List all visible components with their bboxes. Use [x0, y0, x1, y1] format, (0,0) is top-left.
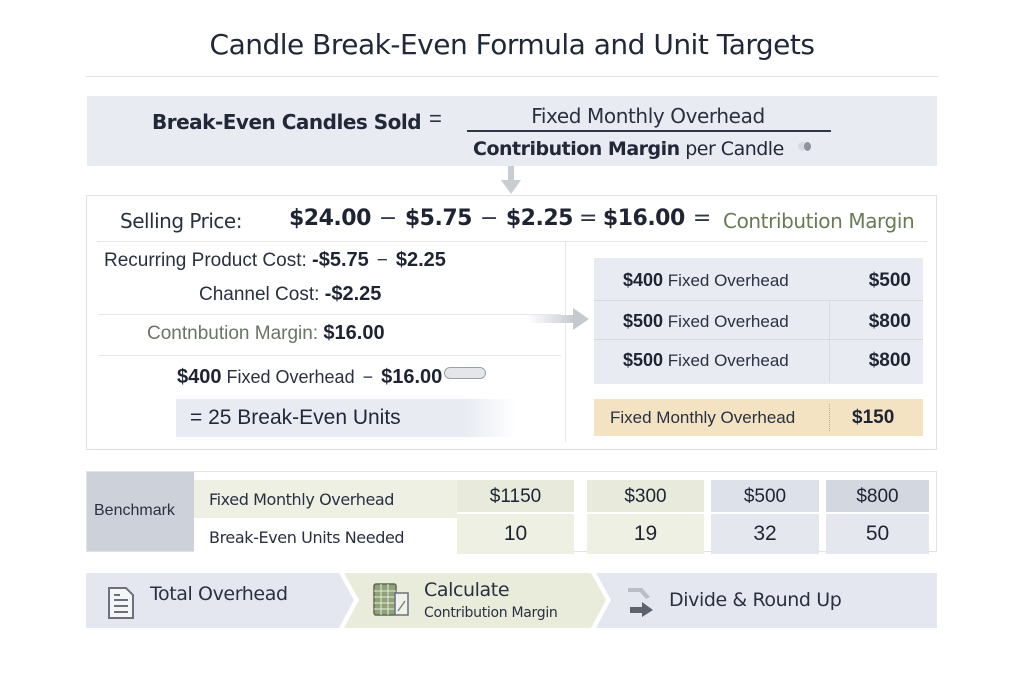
price-value: $24.00 — [289, 206, 371, 231]
channel-cost-value: -$2.25 — [324, 283, 382, 305]
benchmark-column: $800 50 — [826, 480, 929, 556]
fraction-bar — [467, 130, 831, 132]
margin-result: $16.00 — [602, 206, 685, 231]
overhead-label: Fixed Overhead — [226, 367, 355, 387]
divider — [99, 355, 561, 356]
selling-price-expression: $24.00− $5.75− $2.25 = $16.00 = — [289, 206, 719, 231]
divider — [99, 314, 561, 315]
row-label: Break-Even Units Needed — [209, 528, 405, 547]
spreadsheet-icon — [373, 583, 409, 616]
column-divider — [829, 300, 830, 382]
formula-denominator: Contribution Margin per Candle — [473, 138, 784, 160]
cost-value-2: $2.25 — [505, 206, 574, 231]
calculation-panel: Selling Price: $24.00− $5.75− $2.25 = $16.00… — [86, 195, 937, 450]
cost-value-1: $5.75 — [404, 206, 473, 231]
title-divider — [86, 76, 938, 77]
step-sublabel: Contribution Margin — [424, 605, 558, 621]
overhead-label: Fixed Overhead — [667, 312, 789, 331]
highlight-label: Fixed Monthly Overhead — [610, 408, 796, 427]
step-calculate-margin: Calculate Contribution Margin — [354, 573, 599, 628]
fixed-monthly-overhead-highlight: Fixed Monthly Overhead $150 — [594, 399, 923, 436]
column-divider — [565, 242, 566, 442]
highlight-value: $150 — [852, 407, 895, 428]
units-cell: 50 — [826, 514, 929, 554]
overhead-amount: $400 — [177, 366, 222, 388]
overhead-amount: $500 — [623, 311, 664, 331]
formula-equals: = — [429, 106, 442, 131]
minus-operator: − — [378, 206, 397, 231]
overhead-row: $400 Fixed Overhead $500 — [594, 260, 923, 300]
selling-price-label: Selling Price: — [120, 209, 242, 233]
contribution-margin-value: $16.00 — [323, 322, 385, 344]
denominator-bold: Contribution Margin — [473, 138, 680, 160]
divide-arrow-icon — [628, 588, 653, 617]
overhead-value: $500 — [868, 270, 911, 291]
benchmark-column: $300 19 — [587, 480, 704, 556]
page-title: Candle Break-Even Formula and Unit Targe… — [209, 28, 815, 61]
column-divider — [829, 404, 830, 431]
overhead-cell: $800 — [826, 480, 929, 512]
divider — [97, 241, 927, 242]
document-icon — [108, 587, 134, 619]
channel-cost-line: Channel Cost: -$2.25 — [199, 283, 381, 306]
overhead-label: Fixed Overhead — [667, 271, 789, 290]
overhead-row: $500 Fixed Overhead $800 — [594, 300, 923, 340]
channel-cost-label: Channel Cost: — [199, 284, 320, 305]
down-arrow-icon — [501, 166, 521, 194]
units-cell: 19 — [587, 514, 704, 554]
break-even-result: = 25 Break-Even Units — [176, 399, 516, 437]
toggle-dots-icon — [798, 142, 814, 151]
minus-operator: − — [376, 250, 388, 271]
contribution-margin-label: Contribution Margin — [723, 209, 915, 233]
formula-numerator: Fixed Monthly Overhead — [531, 104, 765, 128]
overhead-table: $400 Fixed Overhead $500 $500 Fixed Over… — [594, 258, 923, 384]
overhead-amount: $400 — [623, 270, 664, 290]
row-header-units: Break-Even Units Needed — [194, 518, 457, 556]
divisor-value: $16.00 — [381, 366, 443, 388]
row-header-overhead: Fixed Monthly Overhead — [194, 480, 457, 518]
step-total-overhead: Total Overhead — [86, 573, 346, 628]
step-label: Total Overhead — [150, 583, 288, 605]
benchmark-table: Benchmark Fixed Monthly Overhead Break-E… — [86, 471, 937, 556]
recurring-cost-label: Recurring Product Cost: — [104, 250, 307, 271]
formula-band: Break-Even Candles Sold = Fixed Monthly … — [87, 96, 937, 166]
step-label: Divide & Round Up — [669, 589, 842, 611]
right-arrow-icon — [527, 308, 589, 330]
step-label: Calculate — [424, 579, 510, 601]
denominator-rest: per Candle — [679, 138, 784, 160]
contribution-margin-label: Contnbution Margin: — [147, 323, 319, 344]
recurring-cost-value-2: $2.25 — [395, 249, 446, 271]
equals-operator: = — [692, 206, 711, 231]
overhead-cell: $300 — [587, 480, 704, 512]
selling-price-row: Selling Price: $24.00− $5.75− $2.25 = $16.00… — [87, 196, 936, 242]
benchmark-column: $500 32 — [711, 480, 819, 556]
overhead-amount: $500 — [623, 350, 664, 370]
step-chevrons — [86, 573, 937, 628]
units-cell: 10 — [457, 514, 574, 554]
overhead-cell: $1150 — [457, 480, 574, 512]
formula-lhs: Break-Even Candles Sold — [152, 110, 422, 134]
operator: − — [362, 367, 374, 387]
benchmark-label: Benchmark — [94, 502, 175, 519]
contribution-margin-line: Contnbution Margin: $16.00 — [147, 322, 385, 345]
recurring-cost-line: Recurring Product Cost: -$5.75− $2.25 — [104, 249, 446, 272]
overhead-label: Fixed Overhead — [667, 351, 789, 370]
break-even-result-text: = 25 Break-Even Units — [190, 406, 401, 429]
overhead-cell: $500 — [711, 480, 819, 512]
overhead-division-line: $400 Fixed Overhead − $16.00 — [177, 366, 487, 389]
row-label: Fixed Monthly Overhead — [209, 490, 395, 509]
overhead-value: $800 — [868, 350, 911, 371]
step-divide-round: Divide & Round Up — [606, 573, 937, 628]
overhead-value: $800 — [868, 311, 911, 332]
equals-operator: = — [578, 206, 597, 231]
recurring-cost-value: -$5.75 — [312, 249, 369, 271]
process-steps: Total Overhead Calculate Contribution Ma… — [86, 573, 937, 628]
overhead-row: $500 Fixed Overhead $800 — [594, 339, 923, 379]
units-cell: 32 — [711, 514, 819, 554]
minus-operator: − — [479, 206, 498, 231]
benchmark-column: $1150 10 — [457, 480, 574, 556]
benchmark-side-header: Benchmark — [87, 472, 194, 551]
toggle-pill-icon — [444, 367, 487, 379]
